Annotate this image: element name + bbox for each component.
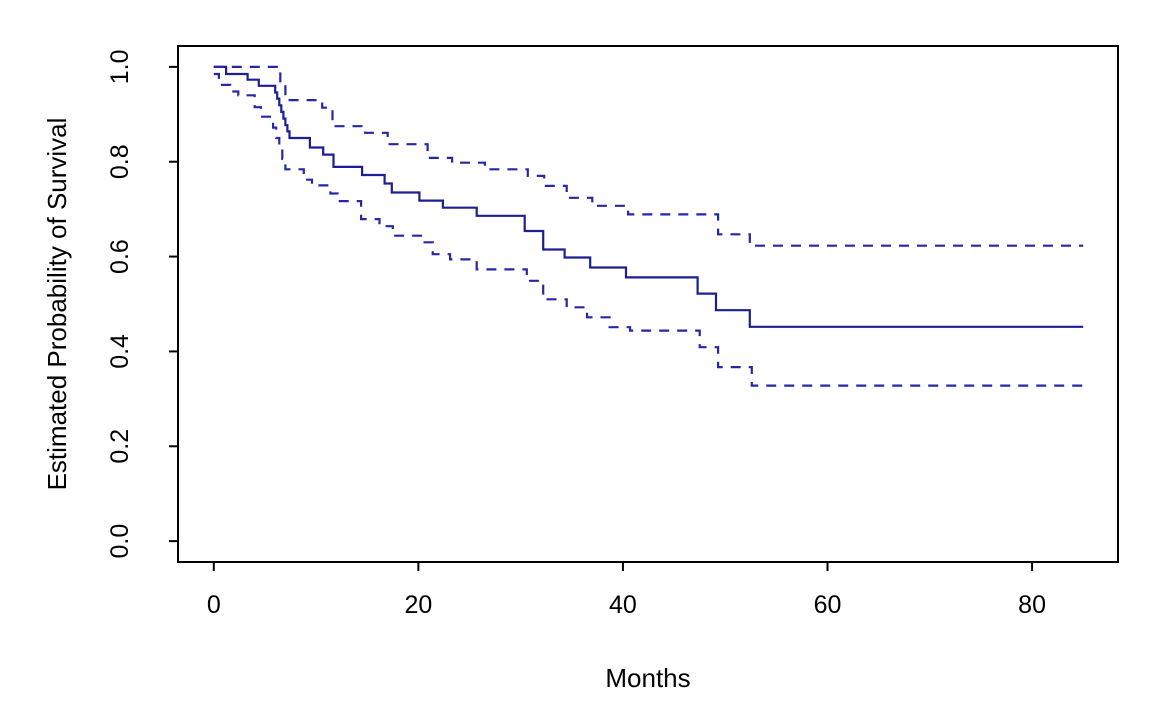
x-tick-label: 60 [814, 591, 842, 619]
plot-border [177, 45, 1119, 563]
y-tick-label: 0.8 [106, 144, 134, 179]
y-tick-label: 1.0 [106, 49, 134, 84]
x-tick-label: 80 [1018, 591, 1046, 619]
y-tick-label: 0.0 [106, 524, 134, 559]
x-tick-label: 20 [404, 591, 432, 619]
x-tick-label: 40 [609, 591, 637, 619]
x-axis-title: Months [605, 663, 690, 693]
x-tick-label: 0 [207, 591, 221, 619]
lower-confidence-band [213, 72, 1084, 387]
y-axis-title: Estimated Probability of Survival [42, 118, 72, 491]
y-tick-label: 0.4 [106, 334, 134, 369]
survival-curve [213, 65, 1084, 328]
plot-area: 0 20 40 60 80 0.0 0.2 0.4 0.6 0.8 1.0 [106, 45, 1119, 619]
y-tick-label: 0.2 [106, 429, 134, 464]
y-tick-label: 0.6 [106, 239, 134, 274]
upper-confidence-band [213, 65, 1084, 247]
